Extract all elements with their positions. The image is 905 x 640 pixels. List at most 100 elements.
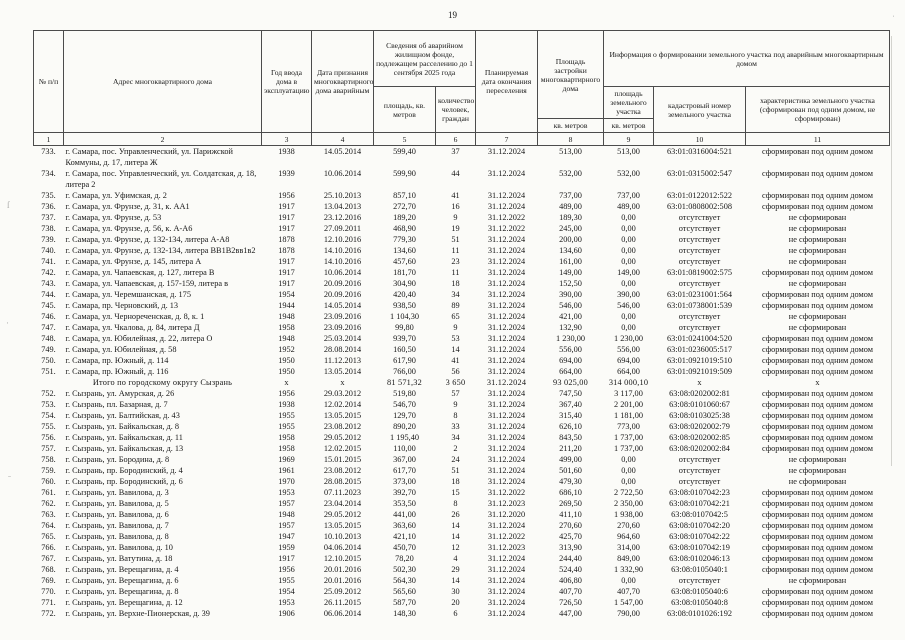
cell-people: 51	[451, 235, 460, 244]
cell-people: 65	[451, 312, 460, 321]
cell-date: 12.02.2015	[323, 444, 362, 453]
cell-status: сформирован под одним домом	[761, 147, 873, 156]
cell-footprint: 411,10	[559, 510, 582, 519]
table-row: 740. г. Самара, ул. Фрунзе, д. 132-134, л…	[34, 245, 890, 256]
table-row: 744. г. Самара, ул. Черемшанская, д. 175 1…	[34, 289, 890, 300]
cell-land-area: 1 737,00	[613, 444, 644, 453]
cell-footprint: 93 025,00	[553, 378, 588, 387]
cell-end-date: 31.12.2023	[487, 543, 526, 552]
cell-footprint: 134,60	[559, 246, 582, 255]
cell-n: 749.	[41, 345, 56, 354]
cell-footprint: 367,40	[559, 400, 582, 409]
cell-cadastral: отсутствует	[678, 213, 721, 222]
cell-end-date: 31.12.2024	[486, 378, 527, 387]
cell-cadastral: 63:01:0315002:547	[667, 169, 732, 178]
cell-footprint: 315,40	[559, 411, 582, 420]
cell-people: 56	[451, 367, 460, 376]
cell-people: 26	[451, 510, 460, 519]
table-row: 757. г. Сызрань, ул. Байкальская, д. 13 19…	[34, 443, 890, 454]
cell-end-date: 31.12.2024	[487, 279, 526, 288]
cell-address: г. Сызрань, ул. Вавилова, д. 6	[65, 510, 169, 519]
cell-footprint: 313,90	[559, 543, 582, 552]
column-index: 3	[261, 132, 312, 146]
cell-area: 421,10	[393, 532, 416, 541]
cell-area: 99,80	[395, 323, 414, 332]
table-row: 743. г. Самара, ул. Чапаевская, д. 157-15…	[34, 278, 890, 289]
cell-land-area: 0,00	[621, 279, 636, 288]
cell-date: 29.05.2012	[323, 510, 362, 519]
cell-end-date: 31.12.2024	[487, 576, 526, 585]
cell-people: 2	[453, 444, 458, 453]
cell-cadastral: 63:08:0105040:1	[671, 565, 728, 574]
cell-n: 739.	[41, 235, 56, 244]
cell-footprint: 664,00	[559, 367, 582, 376]
cell-area: 81 571,32	[387, 378, 422, 387]
cell-year: 1878	[278, 235, 295, 244]
column-index: 2	[63, 132, 262, 146]
cell-end-date: 31.12.2022	[487, 213, 526, 222]
cell-year: 1958	[278, 323, 295, 332]
cell-people: 3 650	[445, 378, 466, 387]
cell-date: 23.12.2016	[323, 213, 362, 222]
cell-year: 1917	[278, 268, 295, 277]
cell-land-area: 694,00	[617, 356, 640, 365]
table-row: 742. г. Самара, ул. Чапаевская, д. 127, л…	[34, 267, 890, 278]
cell-cadastral: 63:08:0107042:21	[669, 499, 730, 508]
cell-date: 23.04.2014	[323, 499, 362, 508]
cell-n: 767.	[41, 554, 56, 563]
cell-land-area: 390,00	[617, 290, 640, 299]
table-row: 762. г. Сызрань, ул. Вавилова, д. 5 1957 23…	[34, 498, 890, 509]
column-index: 11	[745, 132, 890, 146]
cell-footprint: 200,00	[559, 235, 582, 244]
column-index: 10	[653, 132, 746, 146]
cell-footprint: 694,00	[559, 356, 582, 365]
cell-end-date: 31.12.2024	[487, 202, 526, 211]
header-footprint: Площадь застройки многоквартирного дома	[537, 30, 604, 119]
cell-status: сформирован под одним домом	[761, 521, 873, 530]
cell-end-date: 31.12.2023	[487, 499, 526, 508]
cell-end-date: 31.12.2024	[487, 235, 526, 244]
cell-cadastral: 63:08:0107042:20	[669, 521, 730, 530]
cell-area: 450,70	[393, 543, 416, 552]
table-row: 734. г. Самара, пос. Управленческий, ул. …	[34, 168, 890, 190]
cell-date: 12.10.2015	[323, 554, 362, 563]
table-row: 754. г. Сызрань, ул. Балтийская, д. 43 195…	[34, 410, 890, 421]
cell-end-date: 31.12.2024	[487, 411, 526, 420]
table-row: 748. г. Самара, ул. Юбилейная, д. 22, лит…	[34, 333, 890, 344]
cell-end-date: 31.12.2024	[487, 191, 526, 200]
cell-status: сформирован под одним домом	[761, 367, 873, 376]
cell-year: 1948	[278, 510, 295, 519]
cell-year: 1955	[278, 576, 295, 585]
cell-n: 758.	[41, 455, 56, 464]
cell-n: 742.	[41, 268, 56, 277]
cell-end-date: 31.12.2024	[487, 169, 526, 178]
cell-land-area: 737,00	[617, 191, 640, 200]
cell-people: 9	[453, 400, 458, 409]
cell-address: г. Самара, ул. Чапаевская, д. 157-159, л…	[65, 279, 229, 288]
cell-address: г. Сызрань, пр. Бородинский, д. 6	[65, 477, 183, 486]
table-row: 768. г. Сызрань, ул. Верещагина, д. 4 1956…	[34, 564, 890, 575]
cell-footprint: 489,00	[559, 202, 582, 211]
cell-land-area: 2 722,50	[613, 488, 644, 497]
cell-area: 367,00	[393, 455, 416, 464]
cell-address: г. Сызрань, ул. Верещагина, д. 4	[65, 565, 179, 574]
column-index: 8	[537, 132, 604, 146]
cell-people: 33	[451, 422, 460, 431]
cell-date: 07.11.2023	[323, 488, 362, 497]
cell-footprint: 546,00	[559, 301, 582, 310]
cell-date: 29.03.2012	[323, 389, 362, 398]
cell-end-date: 31.12.2024	[487, 455, 526, 464]
cell-cadastral: 63:01:0236005:517	[667, 345, 732, 354]
cell-status: сформирован под одним домом	[761, 598, 873, 607]
cell-end-date: 31.12.2020	[487, 510, 526, 519]
cell-address: г. Сызрань, пл. Базарная, д. 7	[65, 400, 168, 409]
cell-status: сформирован под одним домом	[761, 488, 873, 497]
cell-cadastral: 63:08:0107042:23	[669, 488, 730, 497]
cell-area: 441,00	[393, 510, 416, 519]
cell-status: сформирован под одним домом	[761, 565, 873, 574]
cell-date: 28.08.2014	[323, 345, 362, 354]
cell-people: 14	[451, 532, 460, 541]
cell-people: 8	[453, 499, 458, 508]
cell-n: 756.	[41, 433, 56, 442]
